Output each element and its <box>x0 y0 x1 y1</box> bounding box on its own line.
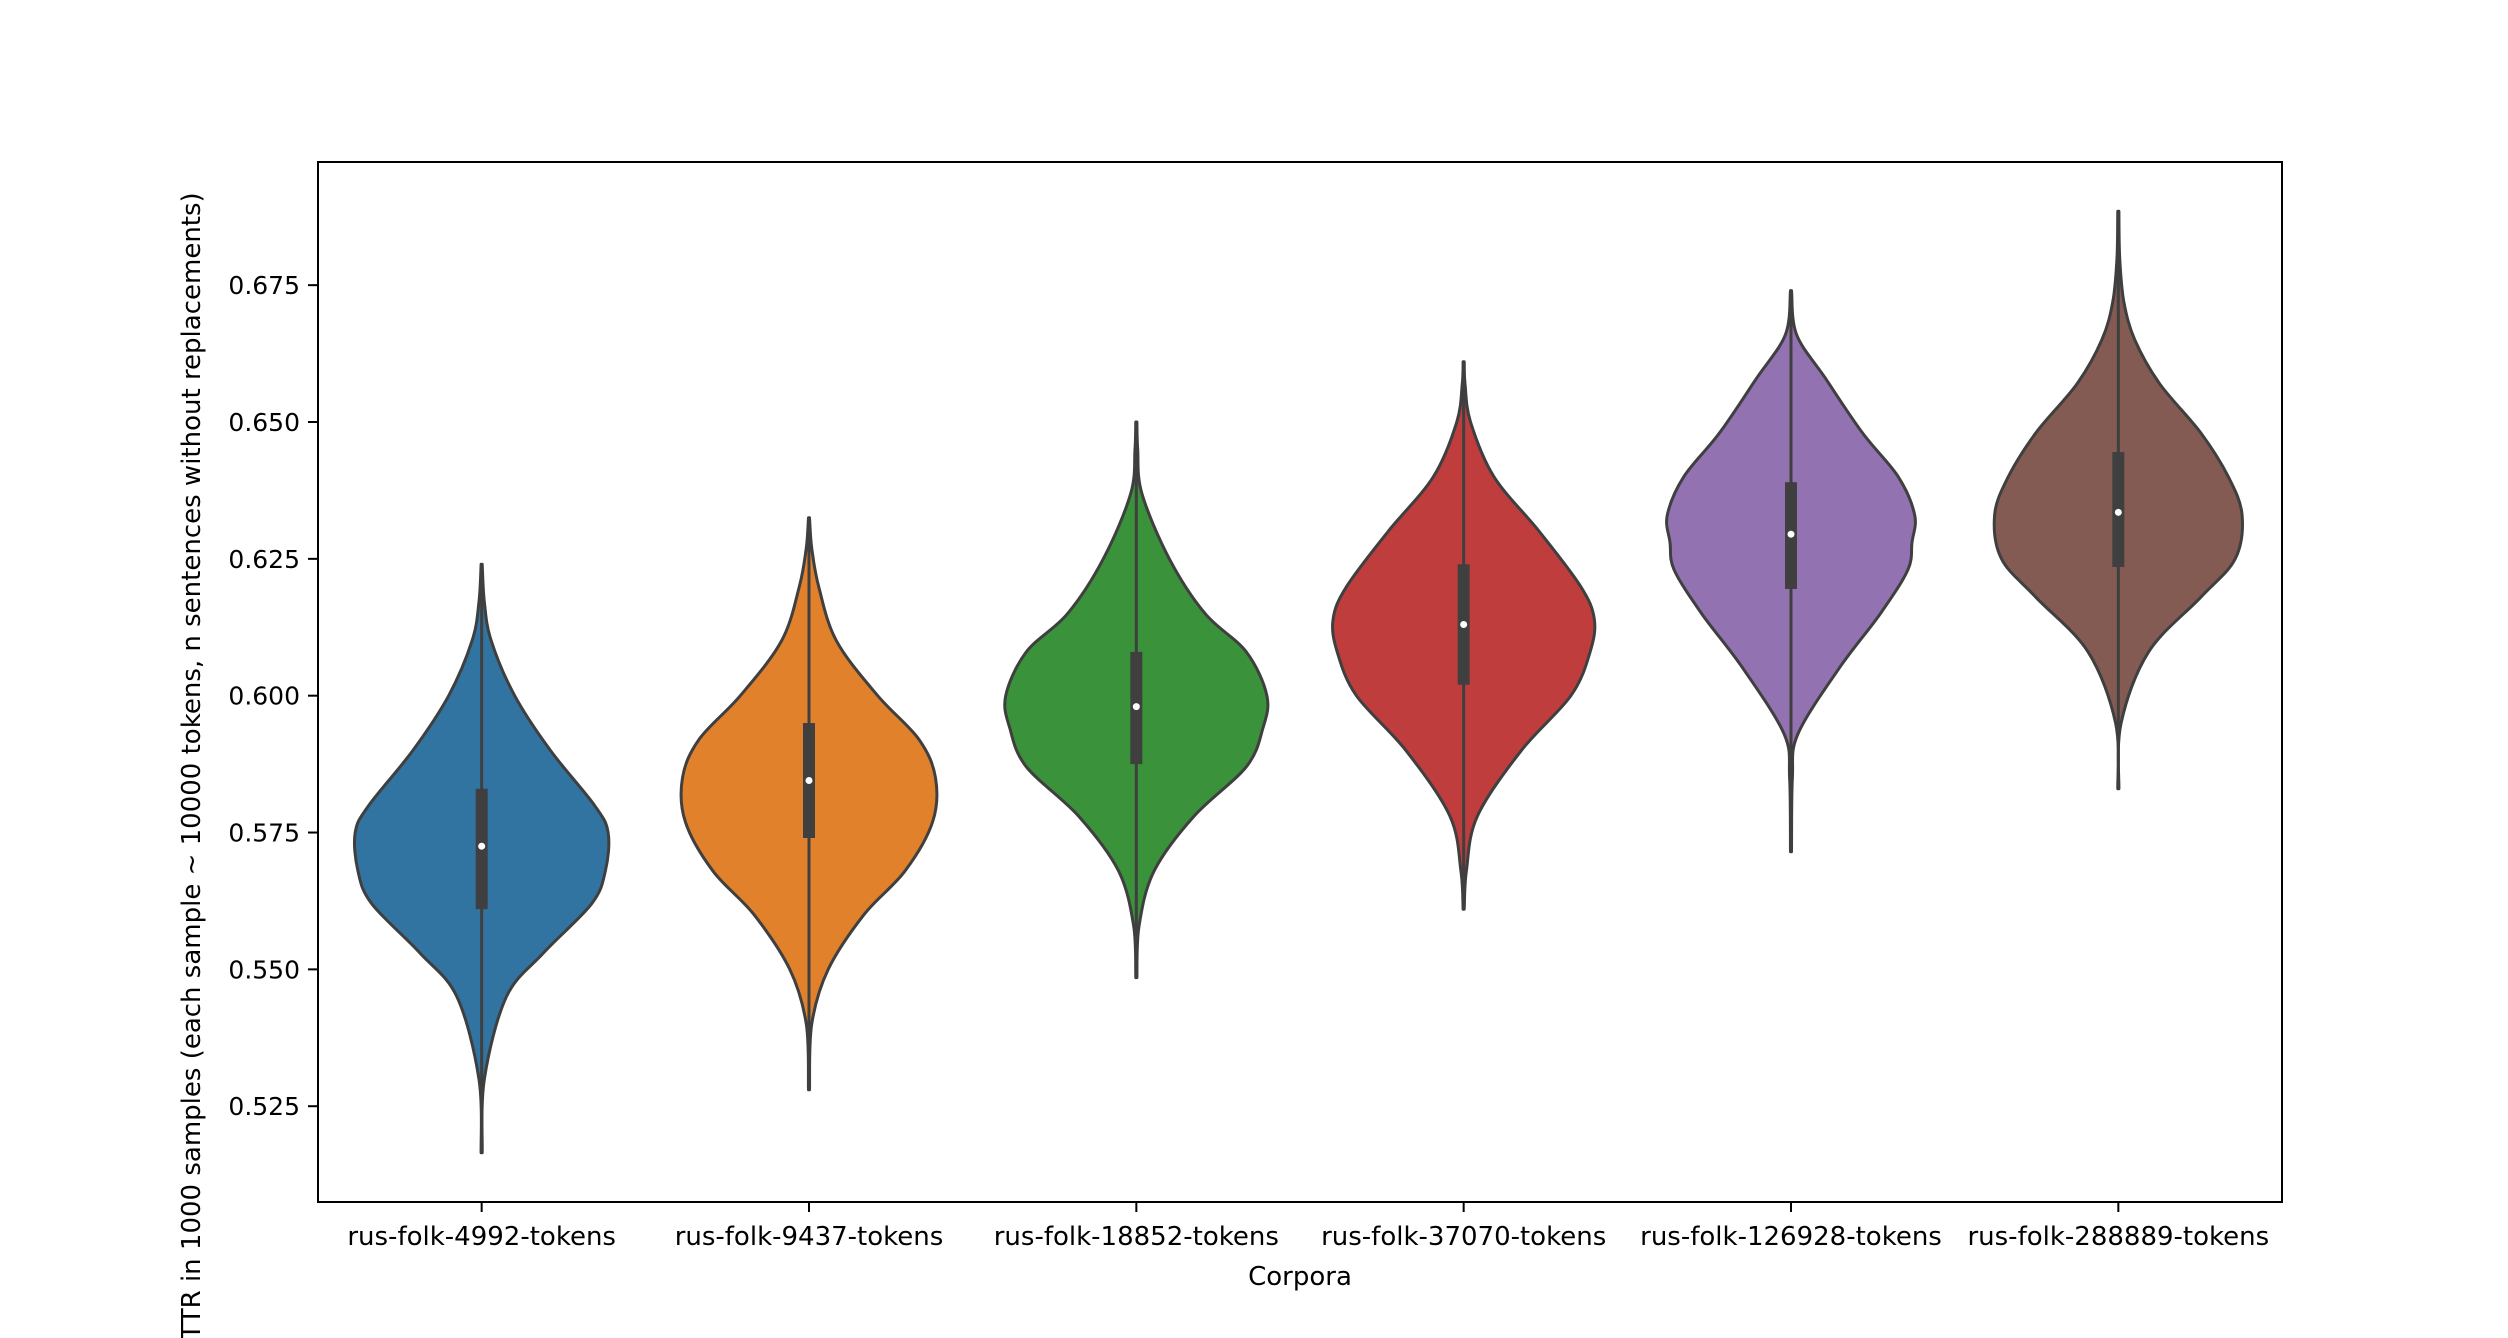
median-point-rus-folk-126928-tokens <box>1787 530 1795 538</box>
x-axis: rus-folk-4992-tokens rus-folk-9437-tokens… <box>347 1202 2269 1252</box>
x-axis-label: Corpora <box>1248 1262 1352 1292</box>
boxes-layer <box>475 211 2125 1153</box>
y-tick-label: 0.675 <box>228 271 300 300</box>
x-tick-label: rus-folk-288889-tokens <box>1967 1222 2269 1252</box>
y-tick-label: 0.525 <box>228 1092 300 1121</box>
violins-layer <box>352 209 2244 1155</box>
median-point-rus-folk-288889-tokens <box>2114 508 2122 516</box>
x-tick-label: rus-folk-4992-tokens <box>347 1222 616 1252</box>
x-tick-label: rus-folk-37070-tokens <box>1321 1222 1606 1252</box>
y-tick-label: 0.625 <box>228 545 300 574</box>
y-tick-label: 0.550 <box>228 955 300 984</box>
median-point-rus-folk-37070-tokens <box>1460 621 1468 629</box>
y-tick-label: 0.600 <box>228 682 300 711</box>
y-axis: 0.525 0.550 0.575 0.600 0.625 0.650 0.675 <box>228 271 318 1121</box>
y-tick-label: 0.575 <box>228 819 300 848</box>
plot-frame <box>317 161 2283 1203</box>
x-tick-label: rus-folk-9437-tokens <box>675 1222 944 1252</box>
x-tick-label: rus-folk-18852-tokens <box>994 1222 1279 1252</box>
x-tick-label: rus-folk-126928-tokens <box>1640 1222 1942 1252</box>
median-point-rus-folk-9437-tokens <box>805 777 813 785</box>
y-axis-label: TTR in 1000 samples (each sample ~ 10000… <box>177 192 207 1338</box>
y-tick-label: 0.650 <box>228 408 300 437</box>
median-point-rus-folk-4992-tokens <box>478 842 486 850</box>
median-point-rus-folk-18852-tokens <box>1132 703 1140 711</box>
